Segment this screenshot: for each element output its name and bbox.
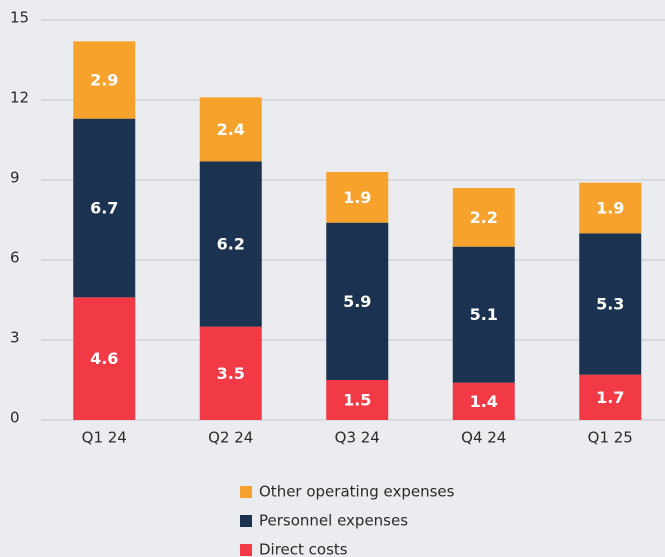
bar-segment bbox=[199, 161, 262, 327]
data-label: 2.9 bbox=[90, 71, 118, 90]
data-label: 3.5 bbox=[217, 364, 245, 383]
x-tick-label: Q4 24 bbox=[461, 429, 506, 447]
data-label: 2.2 bbox=[470, 208, 498, 227]
y-tick-label: 15 bbox=[10, 9, 29, 27]
data-label: 5.9 bbox=[343, 292, 371, 311]
y-tick-label: 12 bbox=[10, 89, 29, 107]
data-label: 1.4 bbox=[470, 392, 498, 411]
bar-segment bbox=[452, 382, 515, 420]
legend-swatch bbox=[240, 486, 252, 498]
bar-segment bbox=[579, 233, 642, 375]
bar-segment bbox=[452, 246, 515, 383]
legend-label: Personnel expenses bbox=[259, 512, 408, 530]
x-tick-label: Q3 24 bbox=[335, 429, 380, 447]
x-tick-label: Q1 24 bbox=[82, 429, 127, 447]
bar-segment bbox=[579, 374, 642, 420]
y-tick-label: 9 bbox=[10, 169, 20, 187]
bar-segment bbox=[73, 297, 136, 420]
y-tick-label: 0 bbox=[10, 409, 20, 427]
y-tick-label: 6 bbox=[10, 249, 20, 267]
x-tick-label: Q1 25 bbox=[588, 429, 633, 447]
bar-segment bbox=[452, 188, 515, 247]
data-label: 5.1 bbox=[470, 305, 498, 324]
data-label: 5.3 bbox=[596, 295, 624, 314]
data-label: 4.6 bbox=[90, 349, 118, 368]
bar-segment bbox=[199, 97, 262, 162]
data-label: 1.5 bbox=[343, 391, 371, 410]
y-tick-label: 3 bbox=[10, 329, 20, 347]
data-label: 1.9 bbox=[343, 188, 371, 207]
data-label: 1.9 bbox=[596, 199, 624, 218]
bar-segment bbox=[326, 380, 389, 420]
bar-segment bbox=[73, 118, 136, 298]
data-label: 6.7 bbox=[90, 199, 118, 218]
legend-label: Direct costs bbox=[259, 541, 348, 557]
bar-segment bbox=[579, 182, 642, 234]
bar-segment bbox=[326, 222, 389, 380]
legend-swatch bbox=[240, 544, 252, 556]
bar-segment bbox=[326, 172, 389, 223]
legend-swatch bbox=[240, 515, 252, 527]
bar-segment bbox=[73, 41, 136, 119]
bar-segment bbox=[199, 326, 262, 420]
data-label: 2.4 bbox=[217, 120, 245, 139]
legend-label: Other operating expenses bbox=[259, 483, 455, 501]
data-label: 1.7 bbox=[596, 388, 624, 407]
x-tick-label: Q2 24 bbox=[208, 429, 253, 447]
data-label: 6.2 bbox=[217, 235, 245, 254]
